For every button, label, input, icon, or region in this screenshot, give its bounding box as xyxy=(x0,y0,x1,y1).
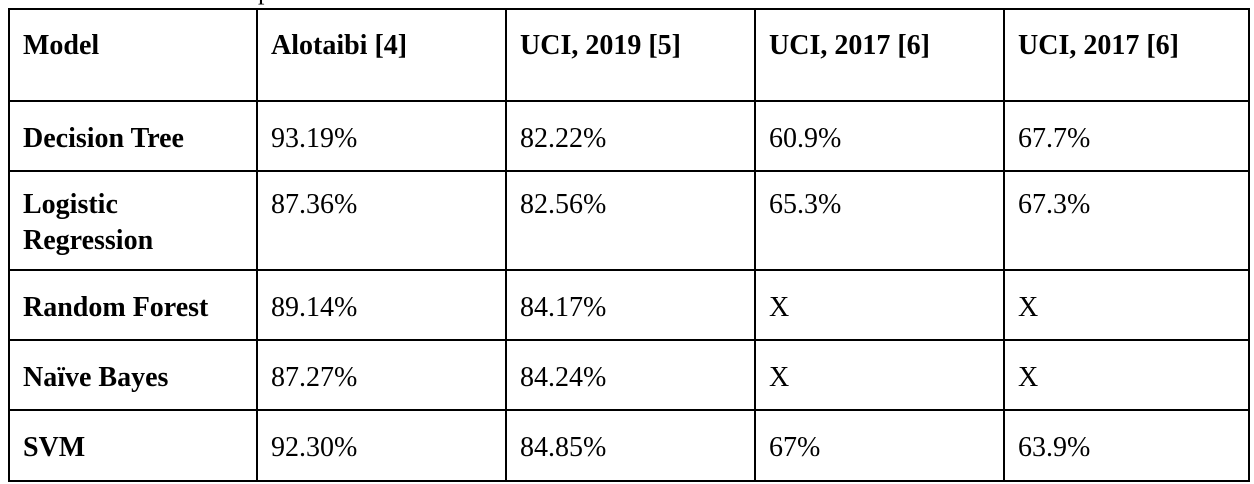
table-row: Random Forest 89.14% 84.17% X X xyxy=(8,269,1250,341)
row-label: SVM xyxy=(8,409,258,482)
table-cell: 87.36% xyxy=(256,170,507,271)
table-cell: 63.9% xyxy=(1003,409,1250,482)
table-cell: 84.17% xyxy=(505,269,756,341)
table-cell: 60.9% xyxy=(754,100,1005,172)
header-alotaibi: Alotaibi [4] xyxy=(256,8,507,102)
table-cell: 84.24% xyxy=(505,339,756,411)
table-cell: 67.3% xyxy=(1003,170,1250,271)
comparison-table: Model Alotaibi [4] UCI, 2019 [5] UCI, 20… xyxy=(8,8,1250,482)
row-label: Random Forest xyxy=(8,269,258,341)
table-row: Naïve Bayes 87.27% 84.24% X X xyxy=(8,339,1250,411)
header-uci-2019: UCI, 2019 [5] xyxy=(505,8,756,102)
table-cell: 67% xyxy=(754,409,1005,482)
row-label: Naïve Bayes xyxy=(8,339,258,411)
row-label: Decision Tree xyxy=(8,100,258,172)
table-cell: X xyxy=(1003,269,1250,341)
table-cell: X xyxy=(1003,339,1250,411)
header-uci-2017-a: UCI, 2017 [6] xyxy=(754,8,1005,102)
table-header-row: Model Alotaibi [4] UCI, 2019 [5] UCI, 20… xyxy=(8,8,1250,102)
table-cell: 67.7% xyxy=(1003,100,1250,172)
table-cell: 93.19% xyxy=(256,100,507,172)
table-cell: 82.56% xyxy=(505,170,756,271)
cropped-caption-fragment: p xyxy=(0,0,1254,10)
header-model: Model xyxy=(8,8,258,102)
table-cell: 65.3% xyxy=(754,170,1005,271)
table-cell: 92.30% xyxy=(256,409,507,482)
table-cell: 87.27% xyxy=(256,339,507,411)
table-row: Logistic Regression 87.36% 82.56% 65.3% … xyxy=(8,170,1250,271)
table-cell: X xyxy=(754,339,1005,411)
row-label: Logistic Regression xyxy=(8,170,258,271)
table-row: Decision Tree 93.19% 82.22% 60.9% 67.7% xyxy=(8,100,1250,172)
table-cell: 82.22% xyxy=(505,100,756,172)
table-cell: 89.14% xyxy=(256,269,507,341)
table-cell: 84.85% xyxy=(505,409,756,482)
header-uci-2017-b: UCI, 2017 [6] xyxy=(1003,8,1250,102)
table-cell: X xyxy=(754,269,1005,341)
table-row: SVM 92.30% 84.85% 67% 63.9% xyxy=(8,409,1250,482)
